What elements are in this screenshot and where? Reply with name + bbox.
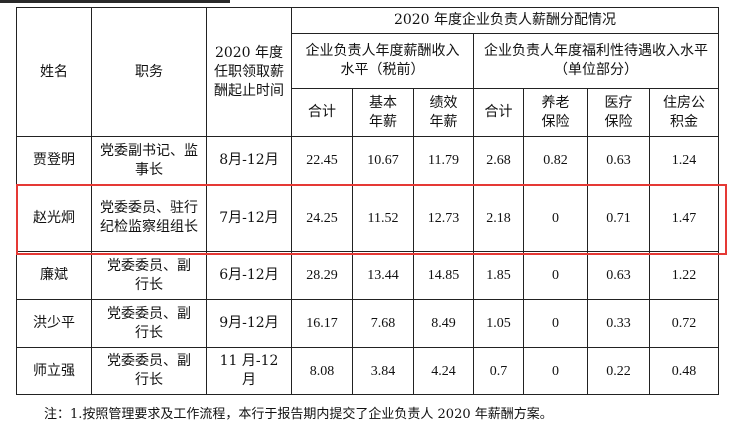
cell-perf: 4.24	[413, 347, 474, 395]
cell-medical: 0.33	[587, 299, 650, 348]
cell-housing: 1.22	[649, 251, 719, 300]
table-row: 贾登明 党委副书记、监事长 8月-12月 22.45 10.67 11.79 2…	[16, 136, 719, 185]
cell-welfare-total: 1.85	[473, 251, 524, 300]
cell-pension: 0	[523, 251, 588, 300]
cell-base: 11.52	[352, 184, 414, 252]
cell-medical: 0.63	[587, 251, 650, 300]
col-header-pension: 养老保险	[523, 88, 588, 137]
cell-welfare-total: 1.05	[473, 299, 524, 348]
cell-perf: 8.49	[413, 299, 474, 348]
cell-perf: 11.79	[413, 136, 474, 185]
cell-position: 党委委员、驻行纪检监察组组长	[91, 184, 207, 252]
cell-position: 党委副书记、监事长	[91, 136, 207, 185]
cell-housing: 1.24	[649, 136, 719, 185]
cell-period: 11 月-12月	[206, 347, 292, 395]
col-header-annual-pay: 企业负责人年度薪酬收入水平（税前）	[291, 33, 474, 89]
cell-medical: 0.22	[587, 347, 650, 395]
footnote: 注：1.按照管理要求及工作流程，本行于报告期内提交了企业负责人 2020 年薪酬…	[44, 407, 553, 422]
cell-total: 24.25	[291, 184, 353, 252]
cell-housing: 0.72	[649, 299, 719, 348]
cell-period: 6月-12月	[206, 251, 292, 300]
cell-base: 7.68	[352, 299, 414, 348]
table-row: 廉斌 党委委员、副行长 6月-12月 28.29 13.44 14.85 1.8…	[16, 251, 719, 300]
cell-total: 16.17	[291, 299, 353, 348]
col-header-welfare: 企业负责人年度福利性待遇收入水平（单位部分）	[473, 33, 719, 89]
table-row: 师立强 党委委员、副行长 11 月-12月 8.08 3.84 4.24 0.7…	[16, 347, 719, 395]
col-header-name: 姓名	[16, 7, 92, 137]
cell-position: 党委委员、副行长	[91, 299, 207, 348]
col-header-position: 职务	[91, 7, 207, 137]
cell-pension: 0	[523, 299, 588, 348]
top-cutoff-strip	[0, 0, 230, 3]
cell-pension: 0	[523, 184, 588, 252]
cell-base: 10.67	[352, 136, 414, 185]
cell-pension: 0.82	[523, 136, 588, 185]
table-row: 赵光炯 党委委员、驻行纪检监察组组长 7月-12月 24.25 11.52 12…	[16, 184, 719, 252]
col-header-group: 2020 年度企业负责人薪酬分配情况	[291, 7, 719, 34]
cell-position: 党委委员、副行长	[91, 251, 207, 300]
cell-medical: 0.63	[587, 136, 650, 185]
cell-total: 28.29	[291, 251, 353, 300]
cell-position: 党委委员、副行长	[91, 347, 207, 395]
cell-period: 8月-12月	[206, 136, 292, 185]
cell-medical: 0.71	[587, 184, 650, 252]
cell-welfare-total: 0.7	[473, 347, 524, 395]
col-header-medical: 医疗保险	[587, 88, 650, 137]
cell-total: 8.08	[291, 347, 353, 395]
col-header-total: 合计	[291, 88, 353, 137]
cell-housing: 1.47	[649, 184, 719, 252]
col-header-perf: 绩效年薪	[413, 88, 474, 137]
cell-welfare-total: 2.18	[473, 184, 524, 252]
col-header-welfare-total: 合计	[473, 88, 524, 137]
table-row: 洪少平 党委委员、副行长 9月-12月 16.17 7.68 8.49 1.05…	[16, 299, 719, 348]
cell-name: 廉斌	[16, 251, 92, 300]
cell-perf: 14.85	[413, 251, 474, 300]
cell-housing: 0.48	[649, 347, 719, 395]
cell-welfare-total: 2.68	[473, 136, 524, 185]
cell-name: 贾登明	[16, 136, 92, 185]
col-header-base: 基本年薪	[352, 88, 414, 137]
cell-base: 3.84	[352, 347, 414, 395]
cell-name: 洪少平	[16, 299, 92, 348]
cell-base: 13.44	[352, 251, 414, 300]
cell-perf: 12.73	[413, 184, 474, 252]
col-header-period: 2020 年度任职领取薪酬起止时间	[206, 7, 292, 137]
cell-total: 22.45	[291, 136, 353, 185]
col-header-housing: 住房公积金	[649, 88, 719, 137]
cell-name: 赵光炯	[16, 184, 92, 252]
compensation-table: 姓名 职务 2020 年度任职领取薪酬起止时间 2020 年度企业负责人薪酬分配…	[16, 7, 719, 395]
cell-pension: 0	[523, 347, 588, 395]
cell-name: 师立强	[16, 347, 92, 395]
cell-period: 7月-12月	[206, 184, 292, 252]
cell-period: 9月-12月	[206, 299, 292, 348]
